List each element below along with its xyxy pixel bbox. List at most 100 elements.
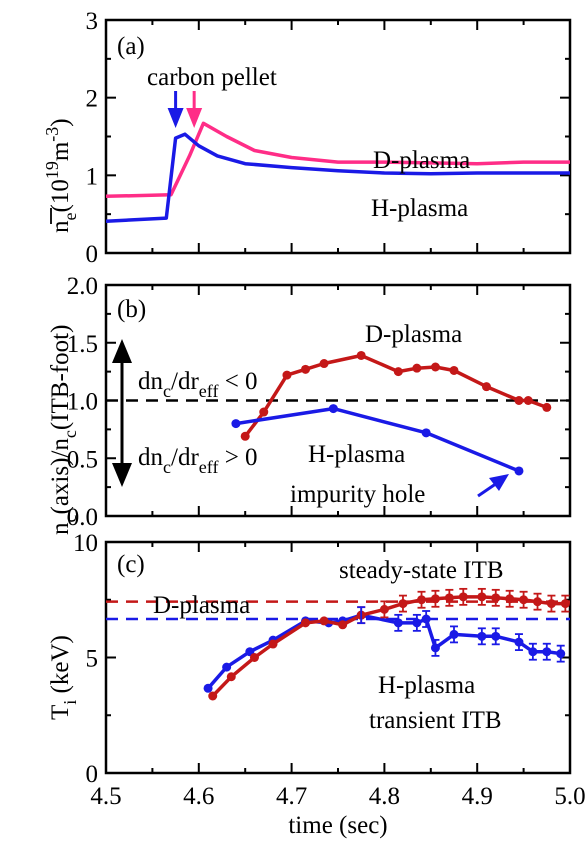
panel-a-h-plasma-label: H-plasma [371,195,468,222]
panel-c: 0 5 10 (c) steady-state ITB D-plasma H-pla… [47,530,586,839]
y-tick-label: 2.0 [67,273,98,300]
d-plasma-ratio-point [319,359,329,369]
x-tick-label: 5.0 [554,783,585,810]
ylabel-c-tail: (keV) [47,635,74,700]
panel-a: 0 1 2 3 (a) carbon pellet D-plasma H-plasma… [42,8,572,268]
panel-b-series [231,350,552,476]
y-tick-label: 5 [86,646,99,673]
ylabel-a-mid: (10 [47,179,74,212]
ylabel-a-close: ) [47,118,74,126]
d-plasma-ratio-point [430,362,440,372]
d-plasma-ti-point [301,618,311,628]
d-plasma-ti-point [208,691,218,701]
panel-a-y-axis-label: ne(1019m-3) [42,118,80,233]
h-plasma-ti-point [222,662,232,672]
x-tick-label: 4.9 [462,783,493,810]
d-plasma-ratio-point [481,382,491,392]
h-plasma-density-line [105,132,570,223]
gp-c: > 0 [218,444,257,471]
ylabel-b-tail: (ITB-foot) [47,325,74,431]
gradient-negative-label: dnc/dreff < 0 [138,368,258,401]
d-plasma-ratio-point [542,402,552,412]
d-plasma-ratio-point [259,407,269,417]
ylabel-c-base: T [47,705,74,720]
ylabel-a-base: n [47,220,74,233]
gn-sub1: c [163,381,171,401]
d-plasma-ratio-point [356,350,366,360]
h-plasma-ti-point [203,683,213,693]
panel-b-label: (b) [117,296,146,323]
gp-a: dn [138,444,164,471]
x-tick-label: 4.6 [183,783,214,810]
impurity-hole-arrow-icon [477,474,509,498]
d-plasma-ti-point [249,653,259,662]
d-plasma-ratio-point [240,431,250,441]
y-tick-label: 1.0 [67,389,98,416]
gp-sub2: eff [199,457,219,477]
d-plasma-ti-point [268,639,278,649]
d-plasma-ratio-point [301,364,311,374]
ylabel-a-sup1: 19 [42,161,62,179]
h-plasma-ratio-point [328,404,338,414]
h-plasma-ratio-line [235,406,520,473]
panel-c-reference-lines [106,600,570,621]
d-plasma-ratio-point [449,365,459,375]
ylabel-a-tail: m [47,141,74,161]
d-plasma-ti-point [338,620,348,630]
gn-sub2: eff [199,381,219,401]
ylabel-b-sub2: c [60,430,80,438]
panel-b-ticks: 0.0 0.5 1.0 1.5 2.0 [67,273,571,531]
y-tick-label: 0.0 [67,504,98,531]
d-plasma-ratio-point [412,363,422,373]
ylabel-b-base: n [47,522,74,535]
pellet-annotation: carbon pellet [147,64,277,91]
y-tick-label: 10 [73,530,98,557]
y-tick-label: 2 [86,86,99,113]
ylabel-b-mid: (axis)/n [47,438,74,515]
gn-b: /dr [171,368,199,395]
panel-c-series [203,587,570,701]
d-plasma-ratio-point [523,396,533,405]
d-plasma-ti-point [319,616,329,626]
panel-a-series [105,91,570,223]
double-arrow-icon [112,339,132,487]
gp-b: /dr [171,444,199,471]
gn-a: dn [138,368,164,395]
d-plasma-ti-point [226,672,236,682]
transient-itb-label: transient ITB [369,707,502,734]
panel-b: 0.0 0.5 1.0 1.5 2.0 (b) D-plasma H-plasma im… [47,273,572,535]
ylabel-c-sub: i [60,700,80,705]
y-tick-label: 3 [86,8,99,35]
x-tick-label: 4.7 [276,783,307,810]
ylabel-a-sup2: -3 [42,127,62,142]
d-plasma-ratio-point [393,367,403,377]
ylabel-a-sub: e [60,213,80,221]
y-tick-label: 1 [86,163,99,190]
panel-a-ticks: 0 1 2 3 [86,8,571,268]
y-tick-label: 0 [86,241,99,268]
panel-b-d-plasma-label: D-plasma [365,321,462,348]
impurity-hole-label: impurity hole [290,481,425,508]
panel-c-h-plasma-label: H-plasma [378,672,475,699]
gp-sub1: c [163,457,171,477]
gradient-positive-label: dnc/dreff > 0 [138,444,258,477]
h-plasma-ratio-point [421,428,431,438]
x-tick-label: 4.8 [369,783,400,810]
pellet-arrow-icon [167,108,184,128]
h-plasma-ratio-point [231,419,241,429]
panel-b-h-plasma-label: H-plasma [308,441,405,468]
panel-b-y-axis-label: nc(axis)/nc(ITB-foot) [47,325,80,535]
panel-c-ticks: 0 5 10 [73,530,571,788]
h-plasma-ratio-point [514,466,524,476]
y-tick-label: 0.5 [67,446,98,473]
d-plasma-ratio-point [514,396,524,405]
x-axis-label: time (sec) [288,812,387,839]
x-tick-labels: 4.5 4.6 4.7 4.8 4.9 5.0 [90,783,585,810]
y-tick-label: 0 [86,761,99,788]
pellet-arrow-icon [186,108,203,128]
x-tick-label: 4.5 [90,783,121,810]
d-plasma-density-line [105,121,570,199]
panel-a-label: (a) [117,33,145,60]
panel-c-d-plasma-label: D-plasma [153,592,250,619]
